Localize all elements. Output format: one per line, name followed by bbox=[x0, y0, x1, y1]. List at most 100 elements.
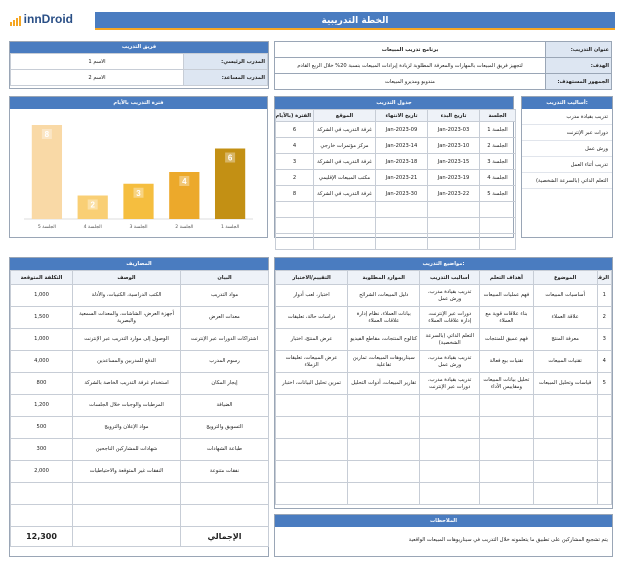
info-panel: عنوان التدريب: برنامج تدريب المبيعات الهد… bbox=[274, 41, 612, 90]
topics-column-header: أهداف التعلم bbox=[479, 270, 534, 285]
empty-cell bbox=[347, 438, 421, 461]
table-row bbox=[274, 394, 613, 417]
table-row: اشتراكات الدورات عبر الإنترنت الوصول إلى … bbox=[10, 328, 269, 351]
empty-cell bbox=[479, 416, 534, 439]
total-label: الإجمالي bbox=[180, 526, 269, 547]
schedule-cell: 2 bbox=[275, 169, 314, 186]
table-row: الجلسة 2 10-Jan-2023 14-Jan-2023 مركز مؤتمر… bbox=[275, 137, 516, 154]
expenses-header: المصاريف bbox=[10, 258, 268, 270]
table-row bbox=[275, 233, 516, 250]
schedule-cell: الجلسة 3 bbox=[479, 153, 516, 170]
topic-cell: فهم عميق للمنتجات bbox=[479, 328, 534, 351]
topic-cell: عرض المبيعات، تعليقات الزملاء bbox=[274, 350, 349, 373]
table-row bbox=[275, 217, 516, 234]
data-label-bg bbox=[225, 152, 236, 163]
data-label: 3 bbox=[136, 189, 141, 198]
expense-cell: إيجار المكان bbox=[180, 372, 269, 395]
page-title: الخطة التدريبية bbox=[95, 12, 615, 30]
table-row bbox=[274, 438, 613, 461]
topic-cell: دورات عبر الإنترنت، إدارة علاقات العملاء bbox=[419, 306, 481, 329]
expense-cell: مواد الإعلان والترويج bbox=[72, 416, 181, 439]
goal-label: الهدف: bbox=[545, 57, 612, 74]
expense-cell: رسوم المدرب bbox=[180, 350, 269, 373]
topic-cell: معرفة المنتج bbox=[532, 328, 598, 351]
topics-column-header: الموضوع bbox=[532, 270, 598, 285]
expense-cell: 800 bbox=[10, 372, 73, 395]
schedule-column-header: الفترة (بالأيام) bbox=[275, 109, 314, 122]
empty-cell bbox=[347, 482, 421, 505]
empty-cell bbox=[532, 460, 598, 483]
logo-bars-icon bbox=[10, 16, 22, 26]
table-row: 3 معرفة المنتج فهم عميق للمنتجات التعلم الذ… bbox=[274, 328, 613, 351]
topic-cell: تحليل بيانات المبيعات ومقاييس الأداء bbox=[479, 372, 534, 395]
team-table: المدرب الرئيسي: الاسم 1 المدرب المساعد: ال… bbox=[10, 53, 268, 86]
table-row: التسويق والترويج مواد الإعلان والترويج 500 bbox=[10, 416, 269, 439]
schedule-cell: 14-Jan-2023 bbox=[375, 137, 428, 154]
schedule-cell: 8 bbox=[275, 185, 314, 202]
methods-panel: أساليب التدريب: تدريب بقيادة مدرب دورات ع… bbox=[521, 96, 613, 238]
empty-cell bbox=[72, 526, 181, 547]
expense-cell: مواد التدريب bbox=[180, 284, 269, 307]
method-item: التعلم الذاتي (بالسرعة الشخصية) bbox=[522, 173, 612, 189]
expense-cell: الضيافة bbox=[180, 394, 269, 417]
schedule-cell: 21-Jan-2023 bbox=[375, 169, 428, 186]
empty-cell bbox=[479, 217, 516, 234]
expense-cell: استخدام غرفة التدريب الخاصة بالشركة bbox=[72, 372, 181, 395]
empty-cell bbox=[274, 438, 349, 461]
bar bbox=[169, 172, 200, 219]
expense-cell: التسويق والترويج bbox=[180, 416, 269, 439]
expenses-table: البيان الوصف التكلفة المتوقعة مواد التدريب ا… bbox=[10, 270, 269, 547]
table-row: الضيافة المرطبات والوجبات خلال الجلسات 1,2… bbox=[10, 394, 269, 417]
empty-cell bbox=[479, 482, 534, 505]
schedule-header: جدول التدريب bbox=[275, 97, 513, 109]
empty-cell bbox=[347, 460, 421, 483]
topic-cell: التعلم الذاتي (بالسرعة الشخصية) bbox=[419, 328, 481, 351]
topics-column-header: الرقم bbox=[596, 270, 613, 285]
topics-column-header: أساليب التدريب bbox=[419, 270, 481, 285]
notes-header: الملاحظات bbox=[275, 515, 612, 527]
topic-cell: عرض المنتج، اختبار bbox=[274, 328, 349, 351]
data-label-bg bbox=[41, 129, 52, 139]
table-row: إيجار المكان استخدام غرفة التدريب الخاصة … bbox=[10, 372, 269, 395]
topic-cell: اختبار، لعب أدوار bbox=[274, 284, 349, 307]
topic-cell: دراسات حالة، تعليقات bbox=[274, 306, 349, 329]
category-label: الجلسة 3 bbox=[129, 224, 147, 230]
expense-cell: الدفع للمدربين والمساعدين bbox=[72, 350, 181, 373]
empty-cell bbox=[274, 394, 349, 417]
method-item: تدريب بقيادة مدرب bbox=[522, 109, 612, 125]
logo: innDroid bbox=[10, 12, 90, 26]
topic-cell: علاقة العملاء bbox=[532, 306, 598, 329]
schedule-column-header: الموقع bbox=[313, 109, 376, 122]
topic-cell: تقنيات بيع فعالة bbox=[479, 350, 534, 373]
methods-header: أساليب التدريب: bbox=[522, 97, 612, 109]
schedule-table: الجلسة تاريخ البدء تاريخ الانتهاء الموقع الف… bbox=[275, 109, 516, 250]
empty-cell bbox=[274, 416, 349, 439]
schedule-cell: الجلسة 2 bbox=[479, 137, 516, 154]
duration-chart: 6 الجلسة 1 4 الجلسة 2 3 الجلسة 3 2 الجلسة 4 8 الج… bbox=[24, 125, 253, 230]
total-value: 12,300 bbox=[10, 526, 73, 547]
table-row: 5 قياسات وتحليل المبيعات تحليل بيانات المب… bbox=[274, 372, 613, 395]
topic-cell: تدريب بقيادة مدرب، ورش عمل bbox=[419, 284, 481, 307]
schedule-cell: 4 bbox=[275, 137, 314, 154]
topics-panel: مواضيع التدريب: الرقمالموضوعأهداف التعلم… bbox=[274, 257, 613, 509]
assistant-trainer-label: المدرب المساعد: bbox=[183, 69, 268, 86]
table-row: نفقات متنوعة النفقات غير المتوقعة والاحتي… bbox=[10, 460, 269, 483]
expenses-column-header: التكلفة المتوقعة bbox=[10, 270, 73, 285]
logo-text: innDroid bbox=[23, 12, 73, 26]
chart-title: فترة التدريب بالأيام bbox=[10, 97, 267, 109]
empty-cell bbox=[479, 394, 534, 417]
topic-cell: 4 bbox=[596, 350, 613, 373]
expense-cell: أجهزة العرض، الشاشات، والمعدات السمعية و… bbox=[72, 306, 181, 329]
table-row: الجلسة 1 03-Jan-2023 09-Jan-2023 غرفة التدر… bbox=[275, 121, 516, 138]
topic-cell: 5 bbox=[596, 372, 613, 395]
method-item: تدريب أثناء العمل bbox=[522, 157, 612, 173]
expense-cell: معدات العرض bbox=[180, 306, 269, 329]
empty-cell bbox=[10, 504, 73, 527]
expense-cell: شهادات للمشاركين الناجحين bbox=[72, 438, 181, 461]
expense-cell: المرطبات والوجبات خلال الجلسات bbox=[72, 394, 181, 417]
empty-cell bbox=[72, 482, 181, 505]
empty-cell bbox=[72, 504, 181, 527]
table-row bbox=[10, 482, 269, 505]
empty-cell bbox=[419, 438, 481, 461]
notes-panel: الملاحظات يتم تشجيع المشاركين على تطبيق … bbox=[274, 514, 613, 557]
